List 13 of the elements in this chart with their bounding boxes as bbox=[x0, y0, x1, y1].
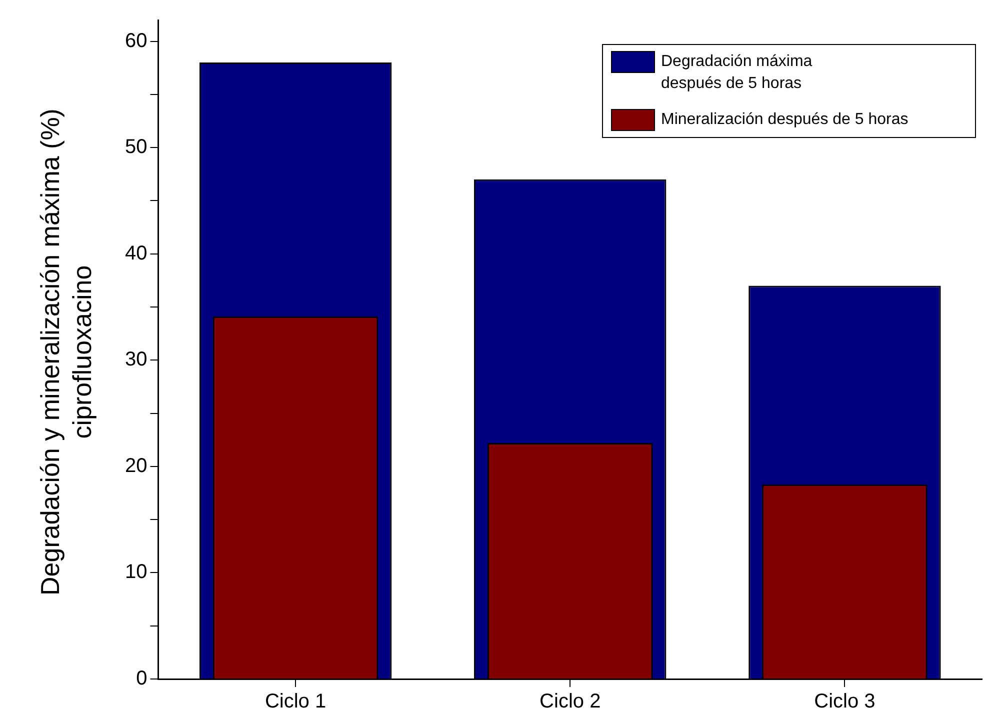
y-axis-title: Degradación y mineralización máxima (%) ciprofluoxacino bbox=[34, 108, 98, 598]
legend-label: Degradación máxima después de 5 horas bbox=[661, 52, 814, 94]
y-tick-label: 60 bbox=[124, 30, 148, 52]
y-tick-label: 50 bbox=[124, 136, 148, 158]
y-tick-label: 40 bbox=[124, 242, 148, 264]
y-tick-label: 20 bbox=[124, 454, 148, 477]
legend-label: Mineralización después de 5 horas bbox=[661, 110, 908, 130]
x-tick-label: Ciclo 3 bbox=[814, 690, 876, 713]
x-tick-label: Ciclo 2 bbox=[540, 690, 601, 713]
y-tick-label: 10 bbox=[124, 561, 148, 584]
x-tick-label: Ciclo 1 bbox=[264, 690, 326, 713]
y-tick-label: 0 bbox=[136, 668, 148, 690]
y-tick-label: 30 bbox=[124, 348, 148, 371]
